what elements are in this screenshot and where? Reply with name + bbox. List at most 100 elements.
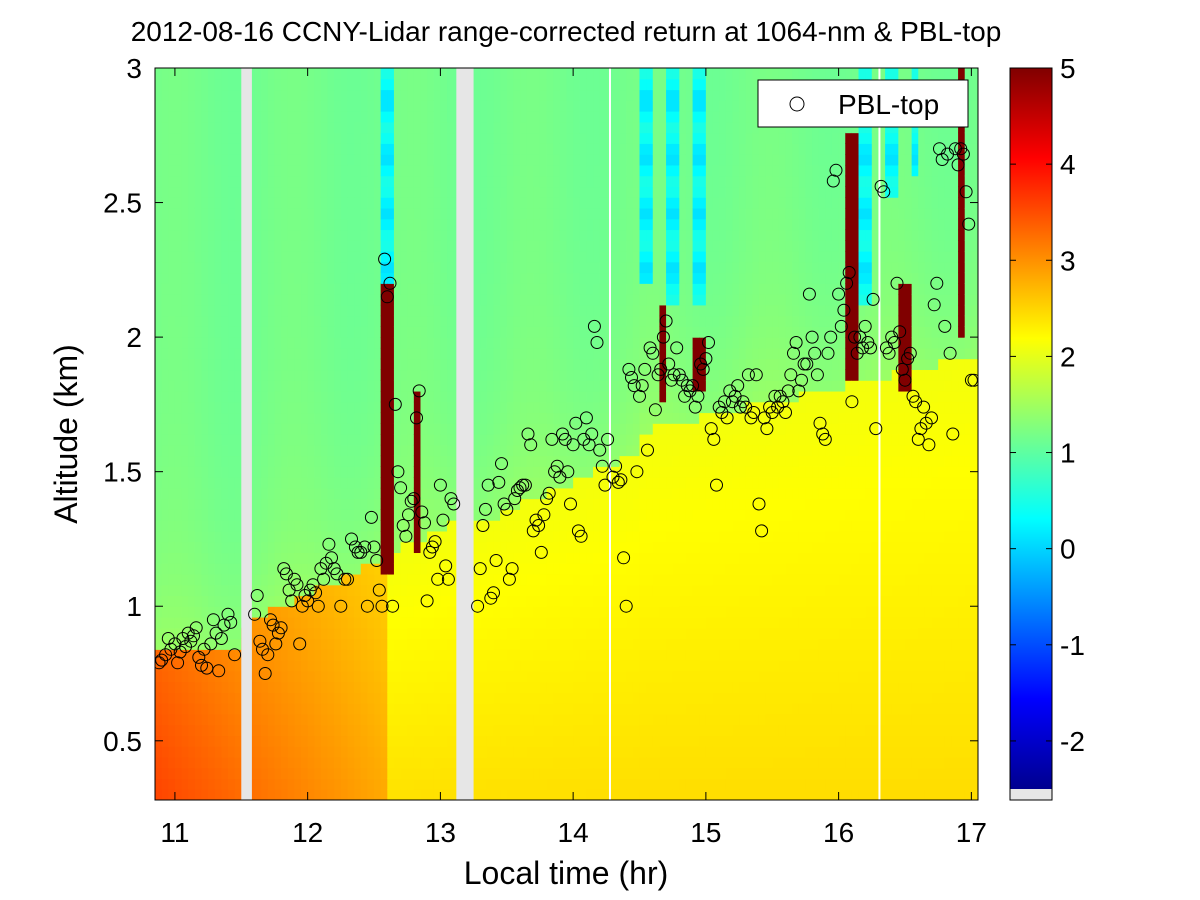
heatmap-cell <box>320 455 329 467</box>
heatmap-cell <box>228 724 236 737</box>
heatmap-cell <box>274 530 282 543</box>
heatmap-cell <box>533 487 541 500</box>
heatmap-cell <box>539 229 548 241</box>
heatmap-cell <box>593 520 601 532</box>
heatmap-cell <box>188 595 196 607</box>
heatmap-cell <box>433 143 441 155</box>
heatmap-cell <box>400 154 408 166</box>
heatmap-cell <box>320 584 329 597</box>
heatmap-cell <box>420 735 428 747</box>
heatmap-cell <box>281 756 289 769</box>
heatmap-cell <box>194 756 203 769</box>
heatmap-cell <box>553 121 561 134</box>
heatmap-cell <box>380 617 388 629</box>
heatmap-cell <box>274 401 282 414</box>
heatmap-cell <box>440 186 448 198</box>
heatmap-cell <box>367 713 375 726</box>
heatmap-cell <box>480 681 488 693</box>
heatmap-cell <box>447 164 455 177</box>
heatmap-cell <box>413 111 422 123</box>
heatmap-cell <box>566 735 574 747</box>
heatmap-cell <box>619 251 627 263</box>
heatmap-cell <box>573 509 581 521</box>
heatmap-cell <box>254 347 262 360</box>
heatmap-cell <box>539 154 548 166</box>
heatmap-cell <box>586 477 594 489</box>
heatmap-cell <box>506 89 515 101</box>
heatmap-cell <box>155 315 163 327</box>
heatmap-cell <box>632 778 641 790</box>
heatmap-cell <box>407 735 415 747</box>
heatmap-cell <box>579 315 588 327</box>
heatmap-cell <box>566 520 574 532</box>
heatmap-cell <box>447 100 455 112</box>
heatmap-cell <box>287 68 295 80</box>
heatmap-cell <box>334 240 342 252</box>
heatmap-cell <box>294 337 302 349</box>
heatmap-cell <box>413 789 422 800</box>
heatmap-cell <box>400 175 408 188</box>
heatmap-cell <box>420 778 428 790</box>
heatmap-cell <box>387 487 395 500</box>
heatmap-cell <box>486 401 495 414</box>
heatmap-cell <box>506 638 515 650</box>
heatmap-cell <box>599 584 607 597</box>
heatmap-cell <box>214 681 222 693</box>
heatmap-cell <box>168 207 176 220</box>
heatmap-cell <box>267 337 276 349</box>
heatmap-cell <box>307 455 315 467</box>
heatmap-cell <box>201 315 209 327</box>
heatmap-cell <box>433 68 441 80</box>
heatmap-cell <box>493 767 501 780</box>
heatmap-cell <box>546 390 554 403</box>
heatmap-cell <box>155 563 163 575</box>
heatmap-cell <box>506 412 515 424</box>
heatmap-cell <box>520 154 528 166</box>
heatmap-cell <box>320 681 329 693</box>
heatmap-cell <box>360 423 368 435</box>
heatmap-cell <box>267 692 276 704</box>
heatmap-cell <box>612 89 621 101</box>
heatmap-cell <box>486 573 495 586</box>
heatmap-cell <box>201 218 209 231</box>
heatmap-cell <box>407 617 415 629</box>
heatmap-cell <box>533 746 541 758</box>
heatmap-cell <box>380 412 388 424</box>
heatmap-cell <box>599 240 607 252</box>
heatmap-cell <box>526 703 534 715</box>
heatmap-cell <box>433 380 441 392</box>
heatmap-cell <box>168 444 176 457</box>
heatmap-cell <box>573 100 581 112</box>
heatmap-cell <box>161 703 169 715</box>
heatmap-cell <box>593 143 601 155</box>
heatmap-cell <box>566 272 574 284</box>
heatmap-cell <box>586 111 594 123</box>
heatmap-cell <box>174 767 183 780</box>
heatmap-cell <box>612 358 621 371</box>
heatmap-cell <box>593 423 601 435</box>
heatmap-cell <box>327 164 335 177</box>
heatmap-cell <box>294 466 302 478</box>
heatmap-cell <box>380 143 388 155</box>
heatmap-cell <box>486 89 495 101</box>
heatmap-cell <box>440 713 448 726</box>
heatmap-cell <box>194 315 203 327</box>
heatmap-cell <box>307 552 315 564</box>
heatmap-cell <box>340 197 349 209</box>
heatmap-cell <box>301 455 309 467</box>
heatmap-cell <box>400 326 408 338</box>
heatmap-cell <box>360 681 368 693</box>
heatmap-cell <box>301 197 309 209</box>
heatmap-cell <box>493 89 501 101</box>
heatmap-cell <box>221 477 229 489</box>
heatmap-cell <box>374 358 382 371</box>
heatmap-cell <box>228 164 236 177</box>
heatmap-cell <box>546 660 554 672</box>
heatmap-cell <box>420 68 428 80</box>
heatmap-cell <box>327 294 335 306</box>
heatmap-cell <box>168 304 176 317</box>
heatmap-cell <box>486 692 495 704</box>
heatmap-cell <box>506 455 515 467</box>
heatmap-cell <box>393 68 402 80</box>
heatmap-cell <box>168 520 176 532</box>
